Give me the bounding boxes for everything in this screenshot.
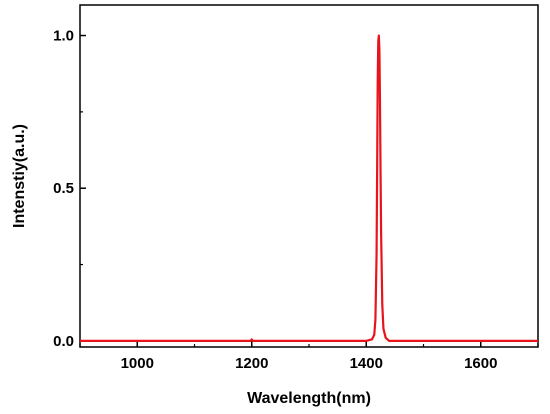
axis-tick-labels: 1000 1200 1400 1600 0.0 0.5 1.0 [53,28,497,372]
y-tick-label: 1.0 [53,28,74,45]
x-tick-label: 1600 [464,355,497,372]
y-tick-label: 0.0 [53,333,74,350]
plot-frame [79,4,539,348]
x-axis-label: Wavelength(nm) [247,390,371,407]
x-tick-label: 1000 [121,355,154,372]
y-tick-label: 0.5 [53,180,74,197]
x-tick-label: 1200 [235,355,268,372]
x-tick-label: 1400 [350,355,383,372]
series-line-0 [80,34,538,342]
y-axis-label: Intenstiy(a.u.) [11,124,28,228]
axis-ticks [79,34,539,347]
plot-series [80,34,538,342]
